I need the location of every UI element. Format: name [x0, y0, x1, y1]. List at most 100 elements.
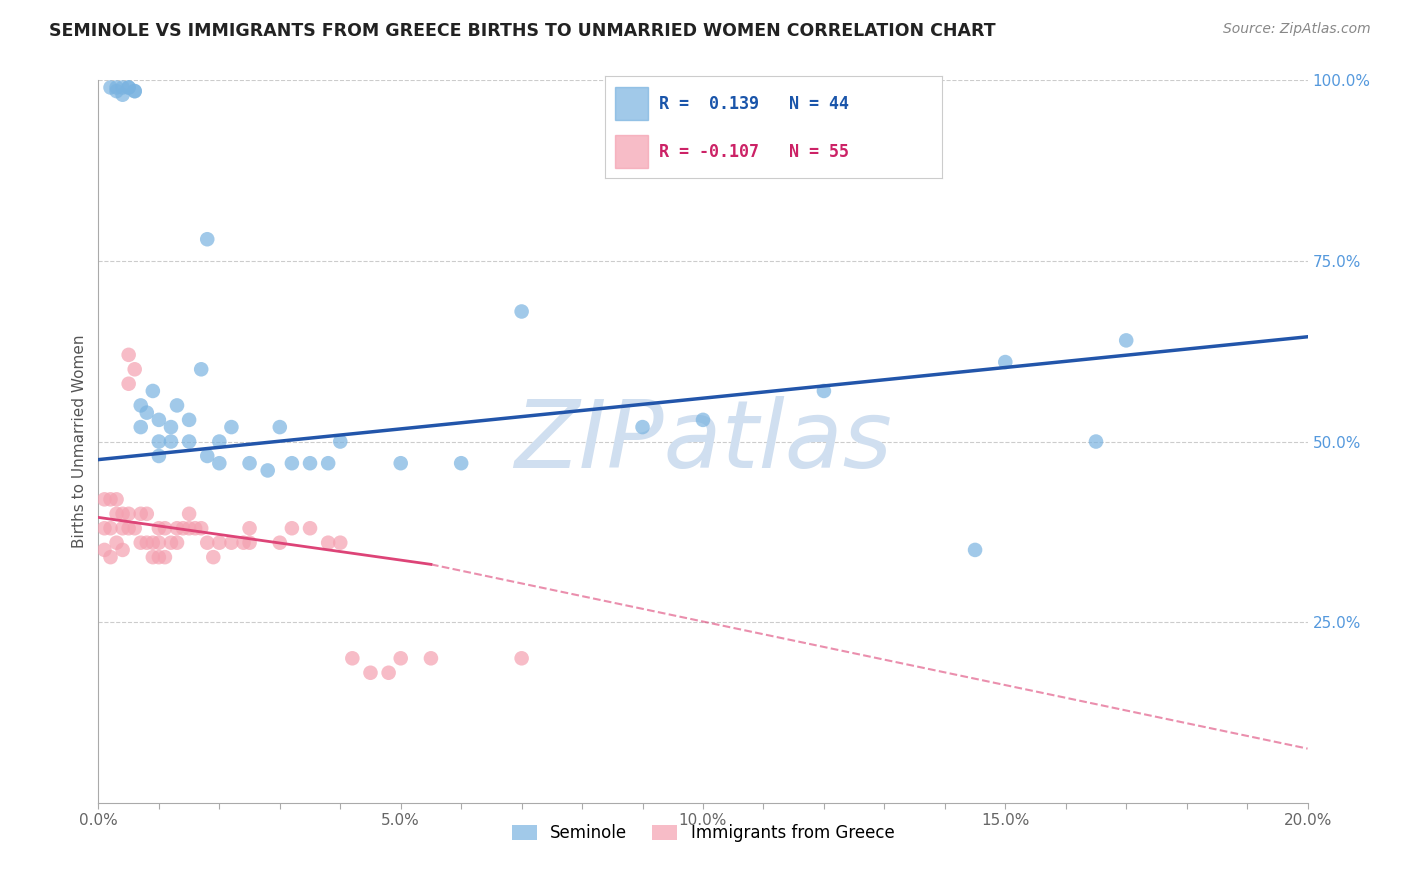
Point	[111, 87, 134, 102]
Point	[129, 420, 152, 434]
Point	[148, 413, 170, 427]
Point	[153, 521, 176, 535]
Point	[179, 434, 201, 449]
Point	[299, 456, 322, 470]
Point	[360, 665, 382, 680]
Point	[239, 456, 262, 470]
Point	[100, 521, 122, 535]
Text: ZIPatlas: ZIPatlas	[515, 396, 891, 487]
Point	[105, 492, 128, 507]
Point	[111, 507, 134, 521]
Point	[118, 521, 141, 535]
Point	[813, 384, 835, 398]
Point	[202, 550, 225, 565]
Point	[118, 376, 141, 391]
Point	[129, 507, 152, 521]
Point	[420, 651, 443, 665]
Point	[190, 521, 212, 535]
Point	[239, 521, 262, 535]
Point	[221, 535, 243, 549]
Point	[994, 355, 1017, 369]
Point	[510, 651, 533, 665]
Point	[105, 80, 128, 95]
Y-axis label: Births to Unmarried Women: Births to Unmarried Women	[72, 334, 87, 549]
Point	[111, 80, 134, 95]
Point	[195, 449, 218, 463]
Point	[208, 535, 231, 549]
Point	[166, 535, 188, 549]
Point	[179, 507, 201, 521]
Point	[316, 456, 339, 470]
Point	[142, 535, 165, 549]
Point	[124, 362, 146, 376]
Text: SEMINOLE VS IMMIGRANTS FROM GREECE BIRTHS TO UNMARRIED WOMEN CORRELATION CHART: SEMINOLE VS IMMIGRANTS FROM GREECE BIRTH…	[49, 22, 995, 40]
Point	[316, 535, 339, 549]
Point	[148, 521, 170, 535]
Point	[118, 80, 141, 95]
Point	[160, 434, 183, 449]
Point	[148, 535, 170, 549]
Point	[166, 521, 188, 535]
Point	[124, 84, 146, 98]
Point	[256, 463, 278, 477]
Point	[195, 232, 218, 246]
Text: R = -0.107   N = 55: R = -0.107 N = 55	[658, 143, 849, 161]
Point	[148, 434, 170, 449]
Point	[142, 384, 165, 398]
Point	[172, 521, 194, 535]
Point	[129, 535, 152, 549]
Point	[118, 348, 141, 362]
Text: R =  0.139   N = 44: R = 0.139 N = 44	[658, 95, 849, 112]
Legend: Seminole, Immigrants from Greece: Seminole, Immigrants from Greece	[505, 817, 901, 848]
Bar	[614, 136, 648, 168]
Point	[153, 550, 176, 565]
Point	[124, 84, 146, 98]
Point	[450, 456, 472, 470]
Point	[93, 542, 115, 557]
Point	[281, 456, 304, 470]
Point	[329, 434, 352, 449]
Point	[389, 456, 412, 470]
Point	[148, 449, 170, 463]
Point	[111, 542, 134, 557]
Point	[179, 521, 201, 535]
Point	[93, 521, 115, 535]
Point	[179, 413, 201, 427]
Point	[111, 521, 134, 535]
Point	[377, 665, 399, 680]
Point	[281, 521, 304, 535]
Point	[1115, 334, 1137, 348]
Point	[166, 398, 188, 412]
Point	[299, 521, 322, 535]
Point	[184, 521, 207, 535]
Point	[135, 507, 157, 521]
Point	[148, 550, 170, 565]
Point	[510, 304, 533, 318]
Bar	[614, 87, 648, 120]
Point	[118, 80, 141, 95]
Point	[118, 507, 141, 521]
Point	[631, 420, 654, 434]
Point	[93, 492, 115, 507]
Point	[239, 535, 262, 549]
Point	[232, 535, 254, 549]
Point	[269, 535, 291, 549]
Point	[329, 535, 352, 549]
Point	[1085, 434, 1108, 449]
Point	[100, 492, 122, 507]
Point	[100, 550, 122, 565]
Text: Source: ZipAtlas.com: Source: ZipAtlas.com	[1223, 22, 1371, 37]
Point	[160, 535, 183, 549]
Point	[100, 80, 122, 95]
Point	[105, 84, 128, 98]
Point	[129, 398, 152, 412]
Point	[105, 507, 128, 521]
Point	[692, 413, 714, 427]
Point	[965, 542, 987, 557]
Point	[389, 651, 412, 665]
Point	[208, 434, 231, 449]
Point	[221, 420, 243, 434]
Point	[269, 420, 291, 434]
Point	[160, 420, 183, 434]
Point	[135, 535, 157, 549]
